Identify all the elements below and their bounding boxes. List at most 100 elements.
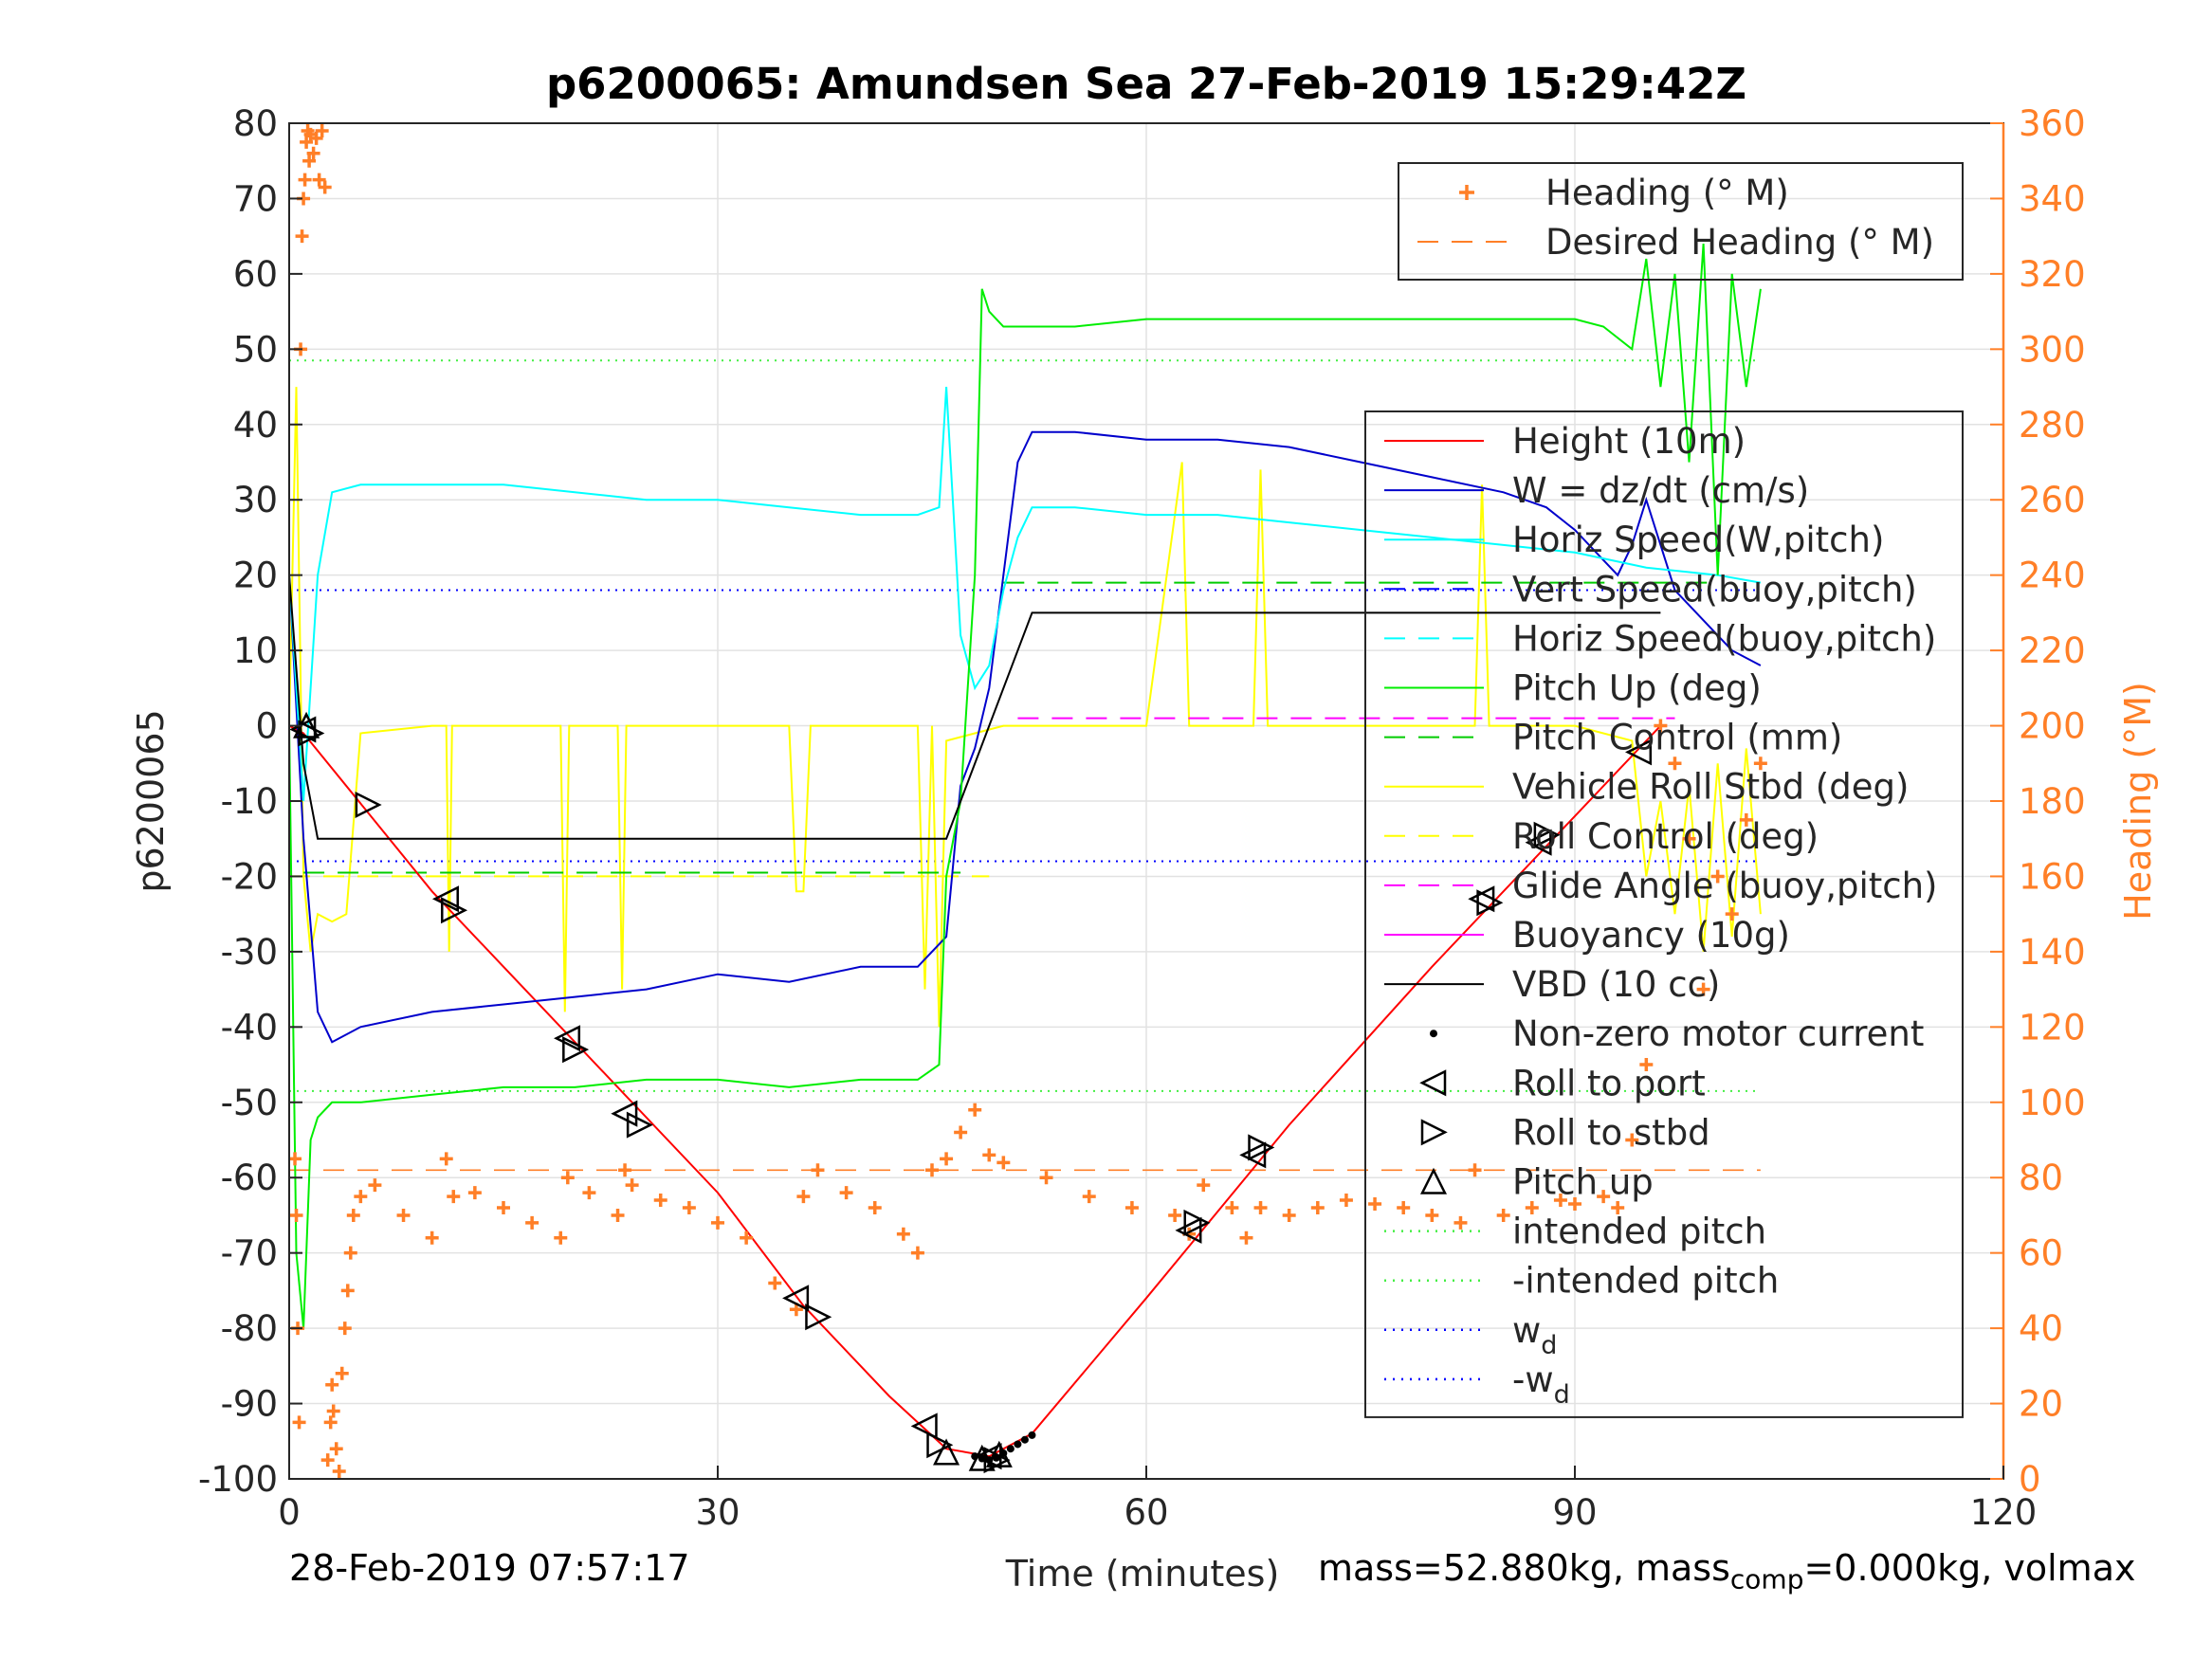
pitch-up-marker <box>933 1438 960 1466</box>
roll-stbd-marker <box>355 791 382 818</box>
right-tick-label: 60 <box>2019 1233 2063 1274</box>
bottom-tick-label: 0 <box>278 1492 301 1533</box>
heading-marker <box>396 1208 411 1222</box>
heading-marker <box>300 135 314 149</box>
bottom-axis: 0 30 60 90 120 <box>278 1466 2037 1533</box>
left-tick-label: -100 <box>198 1459 278 1500</box>
heading-marker <box>1625 1133 1639 1147</box>
heading-marker <box>1082 1190 1096 1204</box>
heading-marker <box>1368 1197 1382 1212</box>
heading-marker <box>582 1186 596 1200</box>
heading-marker <box>1339 1194 1353 1208</box>
legend-item-label: Horiz Speed(W,pitch) <box>1512 520 1884 560</box>
heading-marker <box>320 1453 335 1468</box>
pitch-up-marker <box>968 1444 996 1471</box>
roll-stbd-marker <box>1533 821 1561 848</box>
left-tick-label: -50 <box>221 1083 278 1123</box>
right-tick-label: 360 <box>2019 103 2086 144</box>
heading-marker <box>497 1201 510 1214</box>
heading-marker <box>343 1246 357 1260</box>
roll-port-marker <box>1239 1141 1267 1169</box>
heading-marker <box>618 1163 632 1177</box>
heading-marker <box>611 1208 625 1222</box>
heading-marker <box>910 1246 924 1260</box>
heading-marker <box>711 1215 724 1230</box>
heading-marker <box>332 1465 346 1479</box>
right-tick-label: 100 <box>2019 1083 2086 1123</box>
right-axis: 3603403203002802602402202001801601401201… <box>1990 103 2086 1500</box>
footer-mass-sub: comp <box>1729 1563 1804 1595</box>
heading-marker <box>288 1152 302 1166</box>
motor-current-dot <box>1028 1431 1036 1439</box>
heading-marker <box>811 1163 825 1177</box>
heading-marker <box>1611 1201 1625 1214</box>
legend-symbol-triangle <box>1419 1167 1448 1194</box>
legend-item-label: Non-zero motor current <box>1512 1013 1924 1054</box>
legend-item-label: Horiz Speed(buoy,pitch) <box>1512 618 1936 659</box>
legend-symbol-triangle <box>1419 1069 1447 1097</box>
heading-marker <box>425 1231 439 1245</box>
heading-layer <box>288 123 1767 1479</box>
heading-marker <box>1397 1201 1411 1214</box>
roll-port-marker <box>1625 738 1653 766</box>
legend-item-label: Vehicle Roll Stbd (deg) <box>1512 767 1909 808</box>
motor-current-dot <box>1020 1435 1029 1444</box>
pitch-up-marker <box>985 1440 1013 1468</box>
footer-mass-text: mass=52.880kg, mass <box>1318 1547 1730 1589</box>
legend-item-label: W = dz/dt (cm/s) <box>1512 470 1809 511</box>
left-tick-label: 80 <box>233 103 278 144</box>
heading-marker <box>925 1163 939 1177</box>
heading-marker <box>1425 1208 1439 1222</box>
heading-marker <box>560 1171 575 1185</box>
heading-marker <box>340 1284 355 1298</box>
heading-marker <box>682 1201 696 1214</box>
heading-marker <box>1553 1194 1567 1208</box>
heading-marker <box>325 1377 339 1392</box>
legend-item-label: Roll Control (deg) <box>1512 816 1819 857</box>
series-height <box>288 724 1662 1458</box>
heading-marker <box>338 1322 352 1336</box>
right-tick-label: 300 <box>2019 329 2086 370</box>
legend-item-label: Desired Heading (° M) <box>1545 222 1934 263</box>
right-tick-label: 40 <box>2019 1308 2063 1349</box>
legend-item-label: -wd <box>1512 1359 1570 1410</box>
left-tick-label: 10 <box>233 630 278 671</box>
left-tick-label: -70 <box>221 1233 278 1274</box>
left-tick-label: -20 <box>221 856 278 897</box>
legend-box <box>1398 162 1964 281</box>
heading-marker <box>1468 1163 1482 1177</box>
legend-item-label: Height (10m) <box>1512 421 1746 462</box>
heading-marker <box>1525 1201 1539 1214</box>
series-layer <box>288 244 1762 1458</box>
left-tick-label: -10 <box>221 781 278 822</box>
legend-item-label: Roll to port <box>1512 1063 1706 1103</box>
footer-mass: mass=52.880kg, masscomp=0.000kg, volmax <box>1318 1547 2135 1595</box>
roll-port-marker <box>782 1285 810 1312</box>
left-tick-label: 40 <box>233 405 278 446</box>
marker-layer <box>289 711 1653 1474</box>
heading-marker <box>996 1156 1011 1170</box>
right-tick-label: 200 <box>2019 706 2086 747</box>
legend-item-label: VBD (10 cc) <box>1512 964 1720 1005</box>
heading-marker <box>968 1103 982 1117</box>
heading-marker <box>312 173 326 187</box>
heading-marker <box>1639 1058 1654 1072</box>
heading-marker <box>1725 907 1739 921</box>
left-tick-label: 50 <box>233 329 278 370</box>
heading-marker <box>329 1442 343 1456</box>
right-tick-label: 120 <box>2019 1007 2086 1048</box>
motor-current-dot <box>1014 1440 1022 1449</box>
roll-stbd-marker <box>441 897 468 924</box>
legend-item-label: wd <box>1512 1310 1557 1360</box>
right-tick-label: 80 <box>2019 1158 2063 1198</box>
left-tick-label: 30 <box>233 480 278 520</box>
right-tick-label: 180 <box>2019 781 2086 822</box>
heading-marker <box>740 1231 754 1245</box>
heading-marker <box>1310 1201 1325 1214</box>
series-vbd <box>288 574 1661 840</box>
heading-marker <box>346 1208 360 1222</box>
heading-marker <box>1453 1215 1468 1230</box>
heading-marker <box>1496 1208 1510 1222</box>
footer-datetime: 28-Feb-2019 07:57:17 <box>289 1547 690 1589</box>
